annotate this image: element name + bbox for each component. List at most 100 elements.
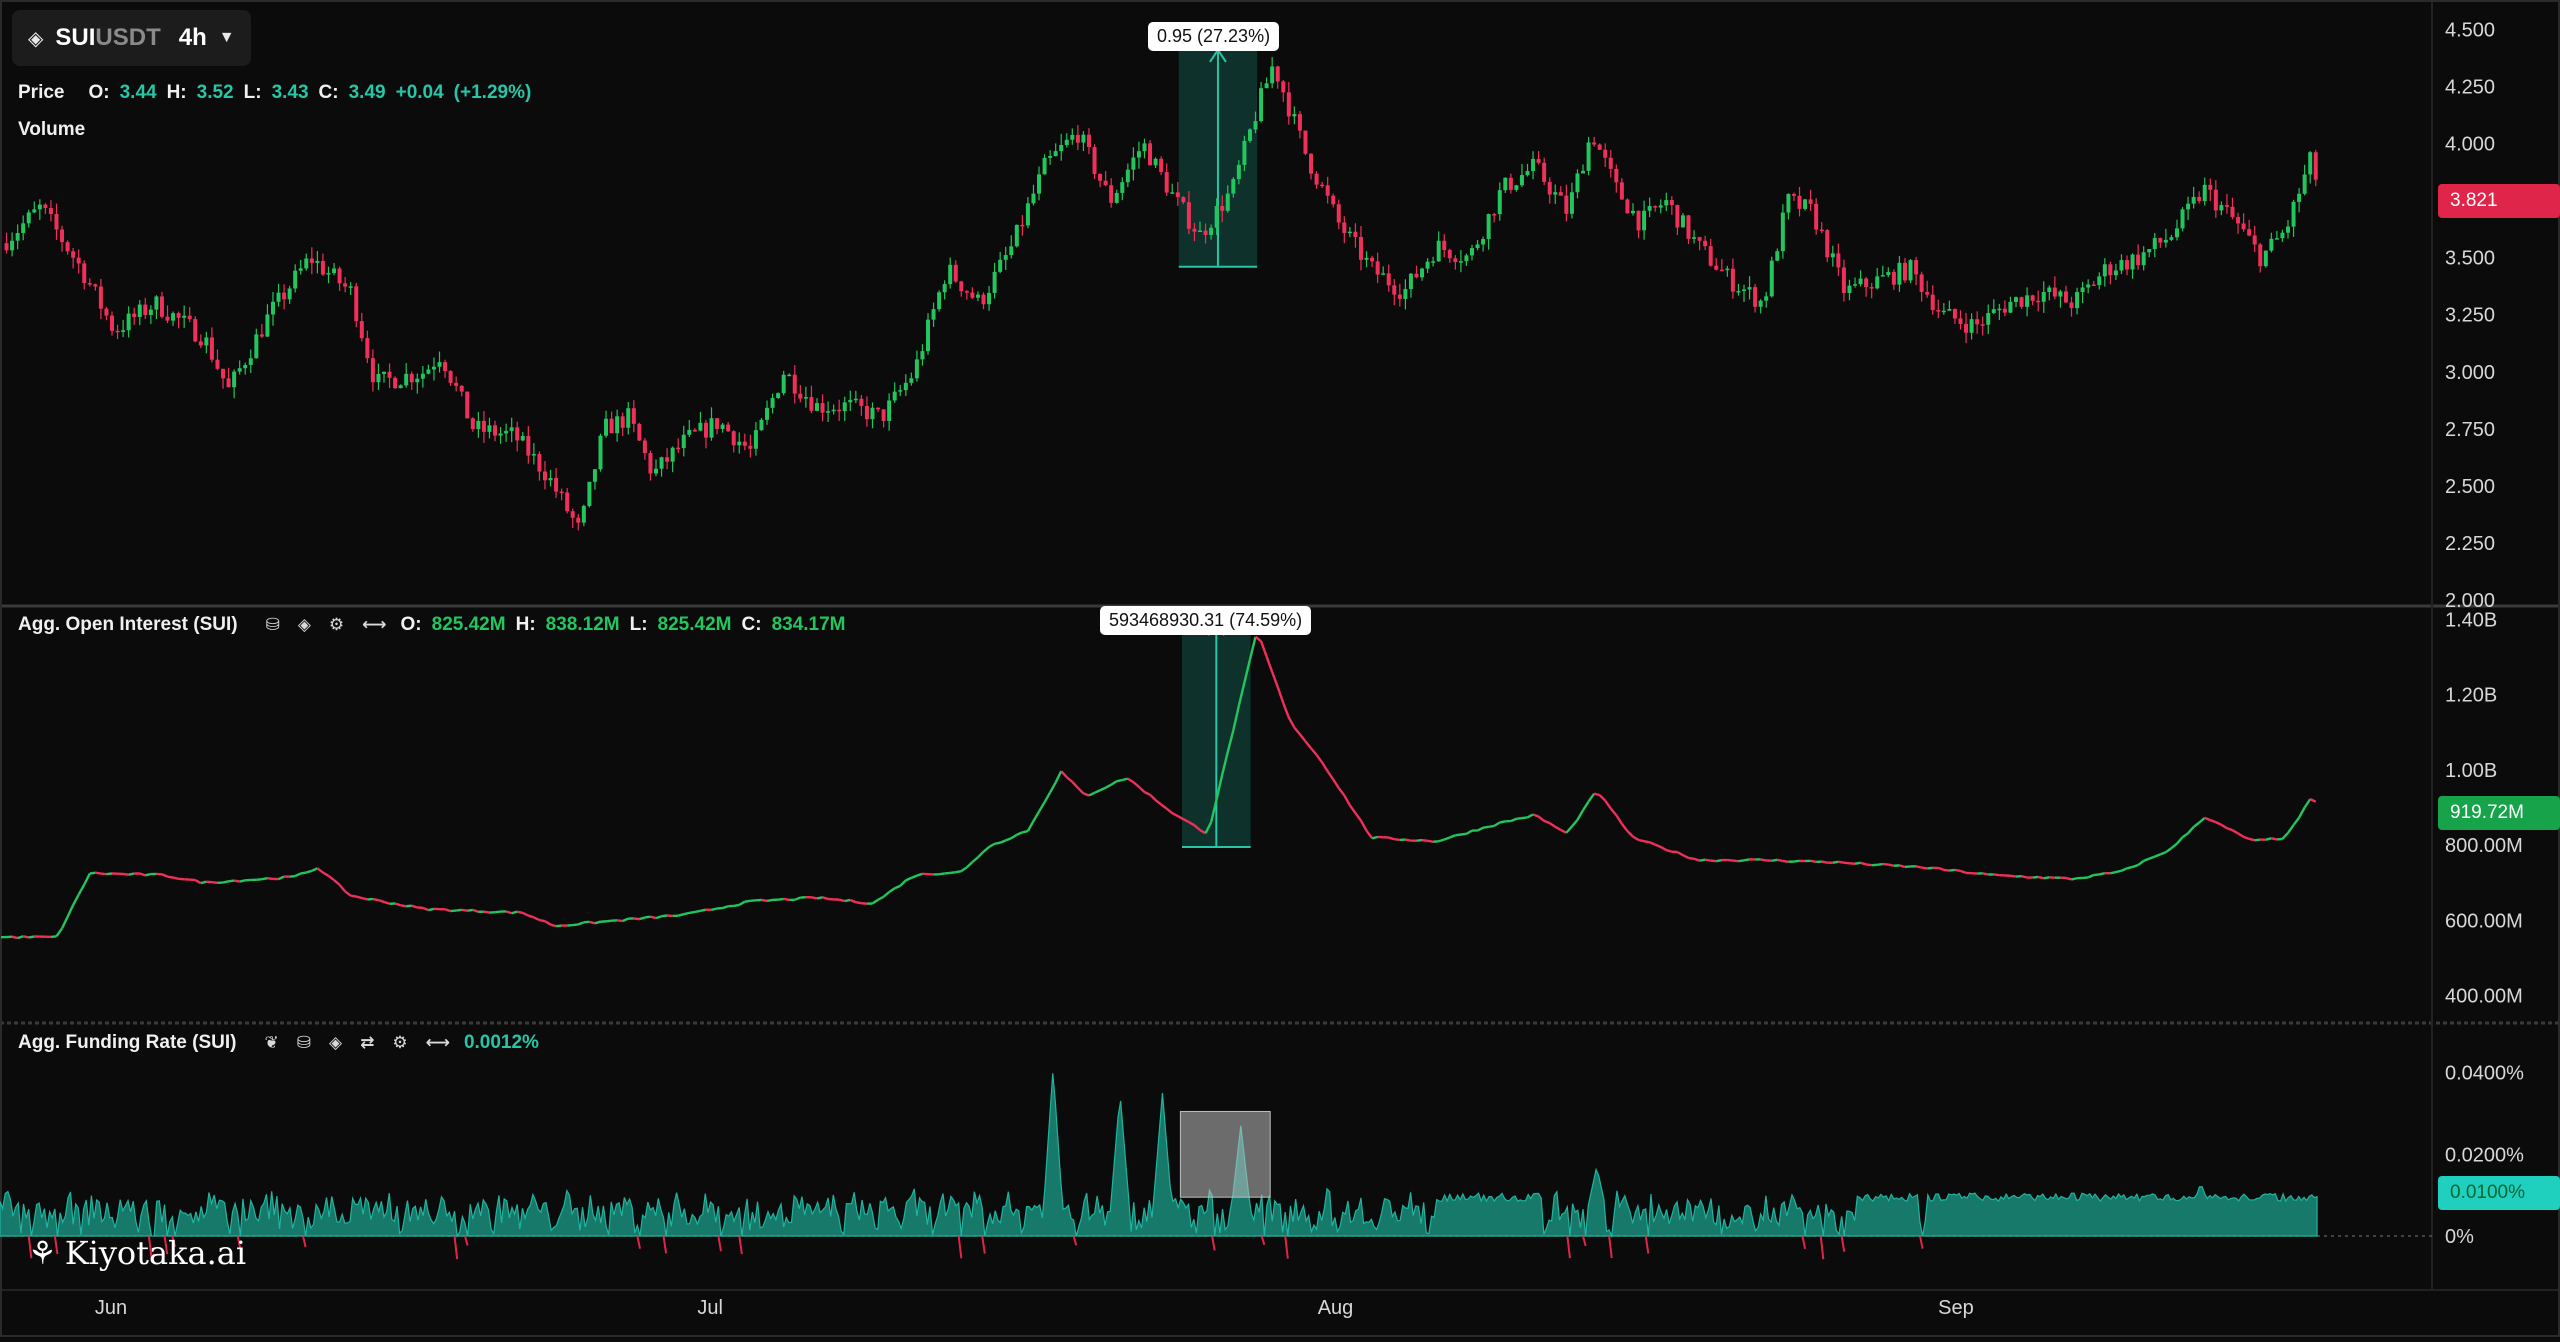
price-candle [88,283,92,285]
price-candle [2164,240,2168,243]
price-candle [1303,131,1307,154]
price-candle [2192,197,2196,204]
settings-icon[interactable]: ⚙ [329,615,344,635]
price-candle [210,337,214,359]
price-candle [682,435,686,448]
price-candle [904,383,908,390]
price-candle [1592,142,1596,144]
price-candle [1714,266,1718,270]
oi-line-segment [290,876,296,877]
price-candle [2136,255,2140,266]
oi-line-segment [301,873,307,874]
oi-line-segment [456,910,462,911]
price-candle [2280,233,2284,238]
price-candle [604,419,608,436]
oi-line-segment [1428,841,1434,842]
feather-icon[interactable]: ❦ [264,1033,278,1053]
price-candle [2108,264,2112,275]
settings-icon[interactable]: ⚙ [392,1033,407,1053]
price-candle [998,260,1002,272]
price-candle [870,408,874,419]
price-candle [1914,260,1918,274]
price-candle [710,418,714,437]
price-candle [1220,206,1224,211]
price-candle [2092,285,2096,287]
price-candle [504,431,508,434]
price-candle [726,425,730,432]
price-candle [2269,239,2273,251]
time-axis-tick: Aug [1318,1297,1354,1319]
price-candle [843,402,847,411]
oi-line-segment [950,872,956,873]
expand-icon[interactable]: ⟷ [426,1033,450,1053]
oi-line-segment [1711,861,1717,862]
price-candle [471,418,475,429]
price-candle [177,313,181,318]
oi-line-segment [1738,860,1744,861]
oi-line-segment [589,922,595,923]
oi-line-segment [2010,876,2016,877]
price-candle [970,292,974,297]
price-candle [293,271,297,289]
oi-line-segment [1516,818,1522,819]
oi-line-segment [1522,817,1528,818]
price-candle [116,331,120,333]
price-candle [510,427,514,431]
oi-line-segment [462,910,468,911]
price-candle [277,293,281,302]
price-candle [2297,194,2301,202]
price-candle [1798,196,1802,209]
oi-line-segment [1733,861,1739,862]
price-candle [1098,174,1102,181]
price-candle [1448,250,1452,258]
price-candle [1298,114,1302,131]
symbol-logo-icon: ◈ [28,26,43,51]
swap-icon[interactable]: ⇄ [360,1033,374,1053]
oi-line-segment [778,899,784,900]
oi-line-segment [1422,840,1428,841]
chevron-down-icon[interactable]: ▼ [219,29,235,47]
price-candle [2236,217,2240,223]
price-candle [1204,231,1208,235]
price-candle [1931,295,1935,310]
oi-close-label: C: [742,614,762,636]
price-candle [1165,172,1169,192]
oi-line-segment [2249,839,2255,840]
exchange-icon[interactable]: ◈ [298,615,311,635]
coin-icon[interactable]: ⛁ [266,615,280,635]
price-candle [2314,152,2318,179]
price-candle [1909,260,1913,280]
price-candle [571,511,575,518]
price-candle [1603,150,1607,158]
oi-line-segment [539,920,545,921]
oi-line-segment [1888,865,1894,866]
price-candle [837,410,841,412]
price-candle [1892,272,1896,285]
oi-line-segment [234,881,240,882]
price-candle [637,424,641,441]
exchange-icon[interactable]: ◈ [329,1033,342,1053]
price-open-label: O: [88,82,109,104]
price-candle [943,284,947,292]
coin-icon[interactable]: ⛁ [297,1033,311,1053]
price-legend: Price O: 3.44 H: 3.52 L: 3.43 C: 3.49 +0… [18,82,531,104]
price-candle [232,372,236,388]
price-candle [238,368,242,371]
oi-line-segment [1927,868,1933,869]
price-candle [1537,159,1541,163]
price-candle [2214,190,2218,211]
price-candle [782,375,786,393]
price-candle [1093,147,1097,174]
oi-line-segment [1727,860,1733,861]
funding-axis-tick: 0.0200% [2445,1144,2524,1166]
price-candle [1503,178,1507,190]
oi-line-segment [1983,873,1989,874]
price-candle [1414,274,1418,278]
symbol-selector[interactable]: ◈ SUI USDT 4h ▼ [12,10,251,66]
expand-icon[interactable]: ⟷ [362,615,386,635]
price-candle [1248,129,1252,140]
oi-line-segment [634,918,640,919]
oi-line-segment [573,924,579,925]
oi-line-segment [595,922,601,924]
